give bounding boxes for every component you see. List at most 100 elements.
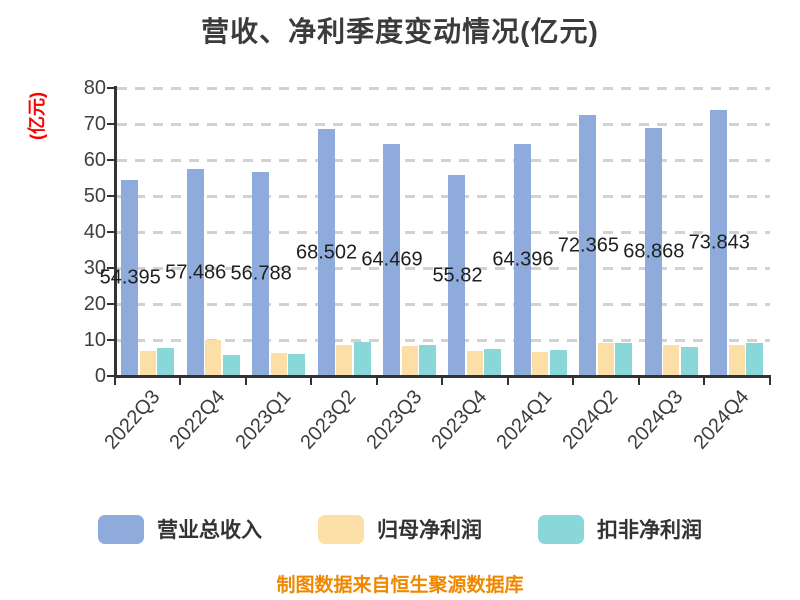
x-tick-mark xyxy=(703,378,706,385)
legend-label-revenue: 营业总收入 xyxy=(157,519,262,542)
legend: 营业总收入 归母净利润 扣非净利润 xyxy=(0,514,800,544)
legend-swatch-revenue xyxy=(98,514,144,544)
x-tick-mark xyxy=(572,378,575,385)
x-tick-mark xyxy=(310,378,313,385)
gridline xyxy=(117,231,770,234)
gridline xyxy=(117,87,770,90)
bar-revenue xyxy=(448,175,466,376)
bar-deducted-profit xyxy=(157,347,175,376)
y-tick-label: 70 xyxy=(83,113,106,135)
x-tick-mark xyxy=(768,378,771,385)
x-tick-mark xyxy=(375,378,378,385)
bar-net-profit xyxy=(663,345,680,376)
y-tick-label: 60 xyxy=(83,149,106,171)
bar-deducted-profit xyxy=(615,342,633,376)
plot-area: 0 10 20 30 40 50 60 70 80 2022Q3 2022Q4 2023Q1 2023Q… xyxy=(83,77,771,454)
bar-net-profit xyxy=(139,350,156,376)
x-tick-label: 2024Q1 xyxy=(492,386,557,454)
bar-deducted-profit xyxy=(549,350,567,376)
y-tick-label: 30 xyxy=(83,257,106,279)
bar-net-profit xyxy=(597,342,614,376)
footer-note: 制图数据来自恒生聚源数据库 xyxy=(276,575,524,596)
bar-revenue xyxy=(317,129,335,376)
gridline xyxy=(117,267,770,270)
bar-value-label: 54.395 xyxy=(99,266,161,289)
bar-value-label: 56.788 xyxy=(230,262,292,285)
bar-deducted-profit xyxy=(746,342,764,376)
y-tick-mark xyxy=(107,339,115,341)
x-tick-mark xyxy=(506,378,509,385)
bar-net-profit xyxy=(336,345,353,376)
x-tick-label: 2023Q4 xyxy=(427,386,492,454)
bar-value-label: 72.365 xyxy=(557,234,619,257)
legend-swatch-deducted-profit xyxy=(538,514,584,544)
legend-item-deducted-profit: 扣非净利润 xyxy=(538,514,702,544)
x-tick-label: 2023Q2 xyxy=(296,386,361,454)
gridline xyxy=(117,123,770,126)
bar-value-label: 68.502 xyxy=(295,241,358,264)
bar-deducted-profit xyxy=(288,354,306,376)
bar-net-profit xyxy=(532,351,549,376)
gridline xyxy=(117,303,770,306)
bar-value-label: 64.469 xyxy=(361,248,423,271)
y-tick-label: 40 xyxy=(83,221,106,243)
y-tick-mark xyxy=(107,159,115,161)
x-tick-label: 2022Q3 xyxy=(100,386,165,454)
bar-value-label: 57.486 xyxy=(165,261,227,284)
gridline xyxy=(117,339,770,342)
bar-value-label: 64.396 xyxy=(492,248,554,271)
legend-item-net-profit: 归母净利润 xyxy=(318,514,482,544)
bar-net-profit xyxy=(728,344,745,376)
x-tick-label: 2024Q2 xyxy=(558,386,623,454)
y-tick-mark xyxy=(107,123,115,125)
x-tick-mark xyxy=(637,378,640,385)
bar-revenue xyxy=(579,115,597,376)
legend-label-deducted-profit: 扣非净利润 xyxy=(597,519,702,542)
x-tick-label: 2024Q3 xyxy=(623,386,688,454)
y-tick-mark xyxy=(107,195,115,197)
bar-deducted-profit xyxy=(353,341,371,376)
legend-label-net-profit: 归母净利润 xyxy=(377,519,482,542)
x-axis-line xyxy=(114,375,771,378)
y-tick-label: 80 xyxy=(83,77,106,99)
y-tick-mark xyxy=(107,267,115,269)
x-tick-mark xyxy=(441,378,444,385)
y-tick-mark xyxy=(107,375,115,377)
bar-value-label: 68.868 xyxy=(623,240,685,263)
bar-revenue xyxy=(383,143,401,376)
legend-swatch-net-profit xyxy=(318,514,364,544)
x-tick-label: 2024Q4 xyxy=(689,386,754,454)
bar-net-profit xyxy=(270,352,287,376)
bar-revenue xyxy=(121,180,139,376)
x-tick-label: 2023Q3 xyxy=(361,386,426,454)
x-tick-label: 2023Q1 xyxy=(231,386,295,454)
x-tick-mark xyxy=(179,378,182,385)
y-tick-mark xyxy=(107,231,115,233)
bar-net-profit xyxy=(466,350,483,376)
x-tick-label: 2022Q4 xyxy=(165,386,230,454)
bar-net-profit xyxy=(401,346,418,376)
y-tick-mark xyxy=(107,303,115,305)
bar-revenue xyxy=(710,110,728,376)
y-tick-label: 50 xyxy=(83,185,106,207)
bar-deducted-profit xyxy=(222,355,240,376)
bar-revenue xyxy=(644,128,662,376)
bar-deducted-profit xyxy=(419,345,437,376)
y-tick-label: 0 xyxy=(94,365,106,387)
y-tick-mark xyxy=(107,87,115,89)
bar-revenue xyxy=(252,171,270,376)
bar-net-profit xyxy=(205,340,222,376)
bar-deducted-profit xyxy=(484,349,502,376)
legend-item-revenue: 营业总收入 xyxy=(98,514,262,544)
y-axis-line xyxy=(114,86,117,378)
bar-deducted-profit xyxy=(680,346,698,376)
y-tick-label: 20 xyxy=(83,293,106,315)
x-tick-mark xyxy=(244,378,247,385)
chart-title: 营收、净利季度变动情况(亿元) xyxy=(201,16,599,47)
bar-revenue xyxy=(513,144,531,376)
x-tick-mark xyxy=(114,378,116,385)
y-tick-label: 10 xyxy=(83,329,106,351)
gridline xyxy=(117,195,770,198)
gridline xyxy=(117,159,770,162)
